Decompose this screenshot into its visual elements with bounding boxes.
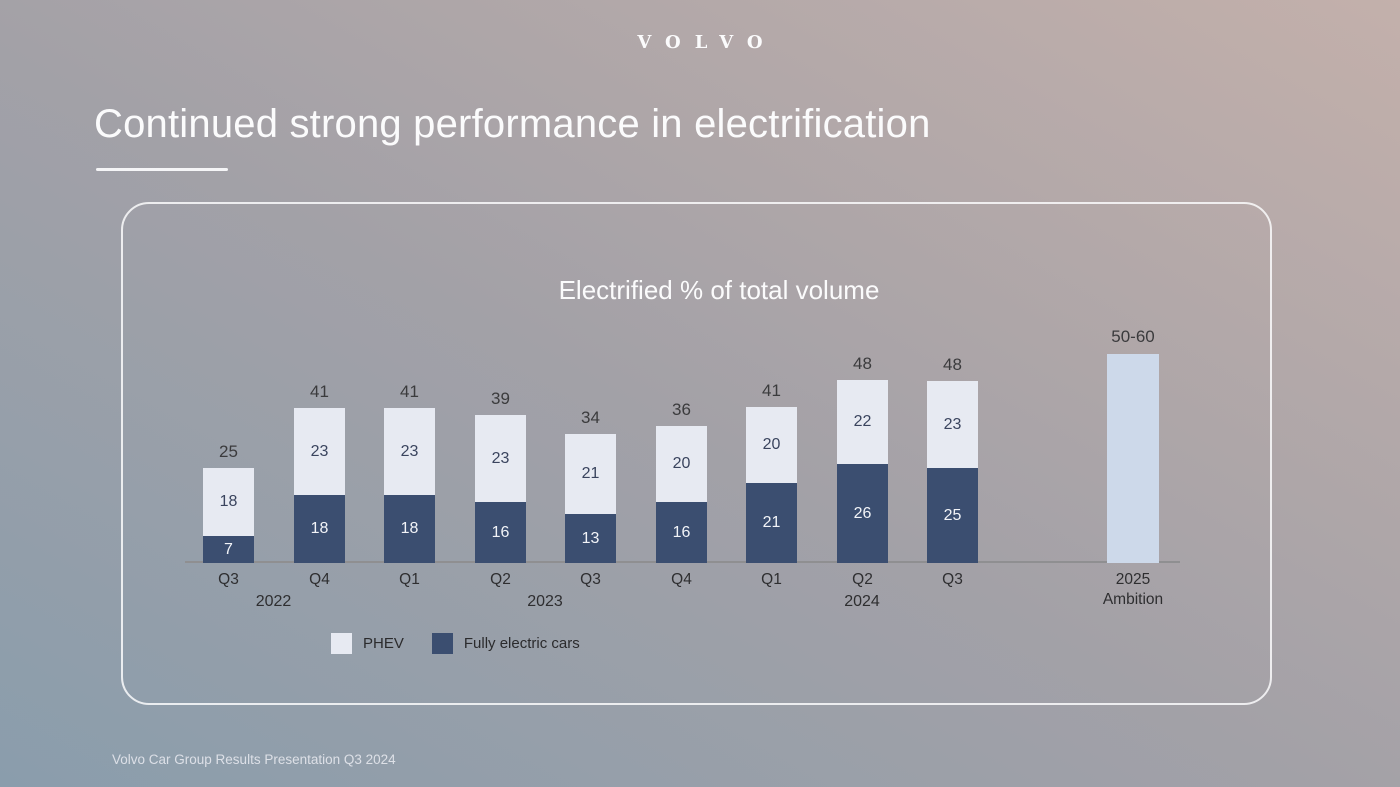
ambition-x-label: 2025 Ambition — [1102, 571, 1164, 608]
slide-title: Continued strong performance in electrif… — [94, 102, 931, 146]
bar-segment-phev: 21 — [565, 434, 616, 514]
x-tick-label: Q3 — [942, 571, 963, 588]
bar-total-label: 25 — [219, 442, 238, 461]
legend-swatch-fully-electric — [431, 633, 453, 654]
bar-total-label: 41 — [400, 382, 419, 401]
bar-total-label: 41 — [762, 381, 781, 400]
bar-total-label: 48 — [853, 354, 872, 373]
bar-segment-fully-electric: 25 — [927, 468, 978, 563]
x-tick-label: Q1 — [761, 571, 782, 588]
bar-segment-fully-electric: 7 — [203, 536, 254, 563]
bar-segment-phev: 20 — [746, 407, 797, 483]
bar-segment-phev: 18 — [203, 468, 254, 536]
x-tick-label: Q4 — [309, 571, 330, 588]
year-label: 2022 — [255, 593, 292, 610]
legend-item-phev: PHEV — [331, 633, 404, 654]
bar-segment-phev: 23 — [475, 415, 526, 502]
footer-text: Volvo Car Group Results Presentation Q3 … — [112, 752, 396, 767]
chart-panel — [121, 202, 1272, 705]
volvo-logo: VOLVO — [637, 32, 777, 53]
x-tick-label: Q1 — [399, 571, 420, 588]
bar-total-label: 36 — [672, 400, 691, 419]
legend-label-phev: PHEV — [363, 635, 404, 652]
legend-label-fully-electric: Fully electric cars — [463, 635, 580, 652]
year-label: 2023 — [527, 593, 563, 610]
bar-segment-fully-electric: 18 — [294, 495, 345, 563]
bar-segment-phev: 22 — [837, 380, 888, 464]
legend-swatch-phev — [331, 633, 352, 654]
bar-total-label: 39 — [491, 389, 510, 408]
bar-segment-fully-electric: 18 — [384, 495, 435, 563]
bar-total-label: 34 — [581, 408, 600, 427]
x-tick-label: Q2 — [490, 571, 511, 588]
ambition-total-label: 50-60 — [1111, 327, 1155, 346]
chart-title: Electrified % of total volume — [558, 275, 880, 305]
legend-item-fully-electric: Fully electric cars — [431, 633, 580, 654]
bar-total-label: 48 — [943, 355, 962, 374]
x-tick-label: Q3 — [218, 571, 239, 588]
bar-segment-fully-electric: 21 — [746, 483, 797, 563]
bar-total-label: 41 — [310, 382, 329, 401]
x-tick-label: Q2 — [852, 571, 873, 588]
x-tick-label: Q3 — [580, 571, 601, 588]
chart-legend: PHEV Fully electric cars — [331, 633, 580, 654]
title-underline — [96, 168, 228, 171]
bar-segment-fully-electric: 16 — [475, 502, 526, 563]
ambition-bar — [1107, 354, 1159, 563]
bar-segment-phev: 20 — [656, 426, 707, 502]
bar-segment-fully-electric: 13 — [565, 514, 616, 563]
bar-segment-fully-electric: 16 — [656, 502, 707, 563]
bar-segment-fully-electric: 26 — [837, 464, 888, 563]
bar-segment-phev: 23 — [927, 381, 978, 468]
bar-segment-phev: 23 — [294, 408, 345, 495]
bar-segment-phev: 23 — [384, 408, 435, 495]
x-tick-label: Q4 — [671, 571, 692, 588]
year-label: 2024 — [844, 593, 880, 610]
